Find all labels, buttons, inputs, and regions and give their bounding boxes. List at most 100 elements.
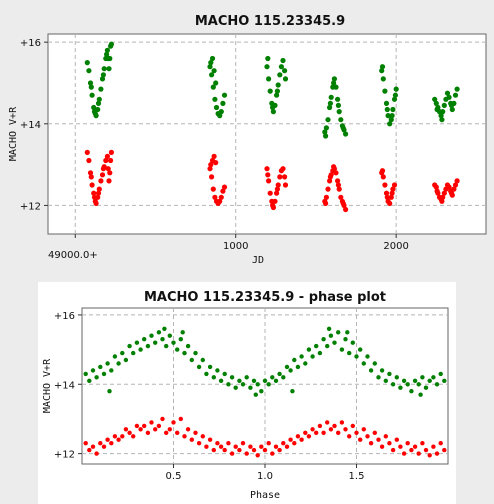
data-point-series-1 (452, 92, 459, 98)
data-point-series-1 (433, 100, 439, 106)
data-point-series-1 (91, 109, 98, 115)
data-point-series-1 (89, 92, 95, 98)
jd-light-curve-chart: MACHO 115.23345.9 +12 +14 +16 1000 2000 490… (8, 14, 487, 266)
data-point-series-1 (207, 64, 213, 70)
data-point-series-1 (90, 368, 96, 373)
data-point-series-0 (98, 178, 104, 184)
data-point-series-1 (212, 96, 218, 102)
data-point-series-1 (282, 68, 288, 74)
data-point-series-0 (376, 437, 381, 442)
data-point-series-1 (84, 60, 90, 66)
data-point-series-0 (233, 444, 238, 449)
data-point-series-0 (218, 194, 224, 200)
data-point-series-0 (131, 434, 136, 439)
data-point-series-0 (303, 430, 308, 435)
data-point-series-1 (116, 361, 121, 366)
y-axis-label: MACHO V+R (8, 106, 19, 161)
data-point-series-0 (240, 441, 246, 446)
data-point-series-0 (108, 149, 114, 155)
x-axis-label: JD (252, 255, 264, 266)
data-point-series-1 (327, 100, 333, 106)
data-point-series-1 (220, 100, 226, 106)
x-tick-label: 1.5 (349, 471, 365, 482)
data-point-series-0 (427, 453, 432, 458)
data-point-series-0 (336, 186, 342, 192)
data-point-series-0 (91, 190, 97, 196)
data-point-series-1 (336, 330, 341, 335)
data-point-series-1 (255, 382, 260, 387)
data-point-series-1 (204, 371, 209, 377)
data-point-series-0 (451, 186, 457, 192)
y-axis-label: MACHO V+R (42, 358, 53, 413)
data-point-series-1 (321, 337, 326, 342)
data-point-series-0 (123, 427, 129, 432)
data-point-series-1 (358, 347, 363, 352)
data-point-series-1 (160, 337, 165, 342)
data-point-series-0 (207, 437, 213, 442)
data-point-series-0 (226, 441, 231, 446)
data-point-series-0 (431, 444, 436, 449)
data-point-series-1 (93, 113, 99, 119)
data-point-series-1 (153, 340, 158, 345)
data-point-series-0 (340, 200, 346, 206)
data-point-series-0 (265, 172, 271, 178)
data-point-series-0 (335, 182, 341, 188)
data-point-series-0 (401, 451, 407, 456)
data-point-series-0 (145, 430, 151, 435)
data-point-series-1 (196, 364, 202, 370)
data-point-series-0 (398, 444, 403, 449)
data-point-series-1 (323, 133, 329, 139)
data-point-series-0 (105, 437, 110, 442)
data-point-series-1 (267, 88, 273, 94)
data-point-series-1 (440, 109, 446, 115)
data-point-series-1 (448, 102, 455, 108)
data-point-series-1 (207, 364, 213, 370)
data-point-series-1 (244, 375, 249, 380)
data-point-series-1 (95, 100, 102, 106)
data-point-series-1 (222, 371, 227, 377)
data-point-series-1 (336, 109, 342, 115)
data-point-series-0 (433, 184, 439, 190)
data-point-series-1 (104, 47, 110, 53)
data-point-series-0 (88, 174, 94, 180)
data-point-series-0 (440, 194, 446, 200)
data-point-series-1 (306, 347, 312, 352)
x-tick-label: 2000 (383, 241, 408, 252)
data-point-series-1 (275, 82, 281, 88)
data-point-series-1 (379, 64, 386, 70)
data-point-series-0 (272, 198, 278, 204)
data-point-series-1 (326, 326, 332, 331)
data-point-series-0 (434, 188, 440, 194)
data-point-series-0 (335, 178, 341, 184)
data-point-series-1 (432, 96, 438, 102)
data-point-series-1 (145, 343, 151, 349)
data-point-series-1 (218, 378, 224, 383)
data-point-series-1 (270, 109, 276, 115)
data-point-series-1 (418, 392, 423, 397)
data-point-series-0 (390, 447, 396, 453)
data-point-series-1 (382, 88, 388, 94)
y-tick-label: +16 (54, 311, 75, 322)
data-point-series-0 (208, 162, 214, 168)
data-point-series-1 (175, 347, 180, 352)
data-point-series-1 (299, 354, 304, 359)
data-point-series-0 (167, 427, 172, 432)
data-point-series-0 (229, 451, 235, 456)
data-point-series-1 (106, 66, 112, 72)
data-point-series-1 (365, 354, 370, 359)
data-point-series-0 (213, 160, 219, 166)
data-point-series-1 (438, 371, 443, 377)
data-point-series-0 (207, 166, 213, 172)
data-point-series-0 (327, 178, 333, 184)
data-point-series-1 (270, 104, 276, 111)
data-point-series-1 (444, 90, 451, 96)
data-point-series-1 (104, 51, 110, 58)
y-tick-label: +14 (20, 120, 41, 131)
data-point-series-0 (108, 157, 114, 164)
data-point-series-1 (282, 76, 289, 82)
data-point-series-0 (281, 441, 286, 446)
data-point-series-0 (221, 184, 228, 190)
data-point-series-0 (101, 444, 107, 449)
data-point-series-0 (217, 198, 223, 204)
data-point-series-1 (280, 57, 286, 64)
